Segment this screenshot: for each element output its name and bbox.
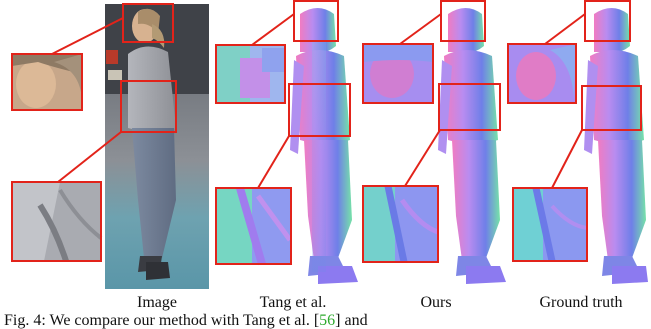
column-label-ours: Ours (420, 294, 452, 311)
gt-torso-zoom-source (581, 85, 642, 131)
normal-figure-gt (584, 8, 648, 284)
normal-figure-ours (438, 8, 506, 284)
ours-torso-inset (362, 185, 439, 263)
photo-column (105, 4, 209, 289)
figure-caption: Fig. 4: We compare our method with Tang … (4, 313, 368, 329)
tang-head-zoom-source (293, 0, 339, 42)
caption-text: Fig. 4: We compare our method with Tang … (4, 312, 320, 329)
tang-torso-inset (215, 186, 293, 266)
tang-torso-zoom-source (288, 83, 351, 137)
column-label-image: Image (137, 294, 177, 311)
citation-link[interactable]: 56 (319, 312, 336, 329)
ours-torso-zoom-source (438, 83, 501, 131)
gt-head-zoom-source (584, 0, 631, 42)
caption-text-end: ] and (335, 312, 368, 329)
normal-figure-tang (290, 8, 358, 284)
photo-head-inset (11, 53, 83, 111)
ours-head-zoom-source (440, 0, 486, 42)
tang-head-inset (215, 44, 286, 104)
photo-head-zoom-source (122, 3, 174, 43)
person-photo (128, 8, 176, 280)
photo-torso-inset (11, 181, 103, 262)
ours-head-inset (362, 43, 434, 104)
gt-head-inset (507, 43, 577, 104)
gt-torso-inset (512, 187, 588, 262)
column-label-ground-truth: Ground truth (539, 294, 623, 311)
photo-torso-zoom-source (120, 80, 177, 133)
column-label-tang: Tang et al. (259, 294, 327, 311)
